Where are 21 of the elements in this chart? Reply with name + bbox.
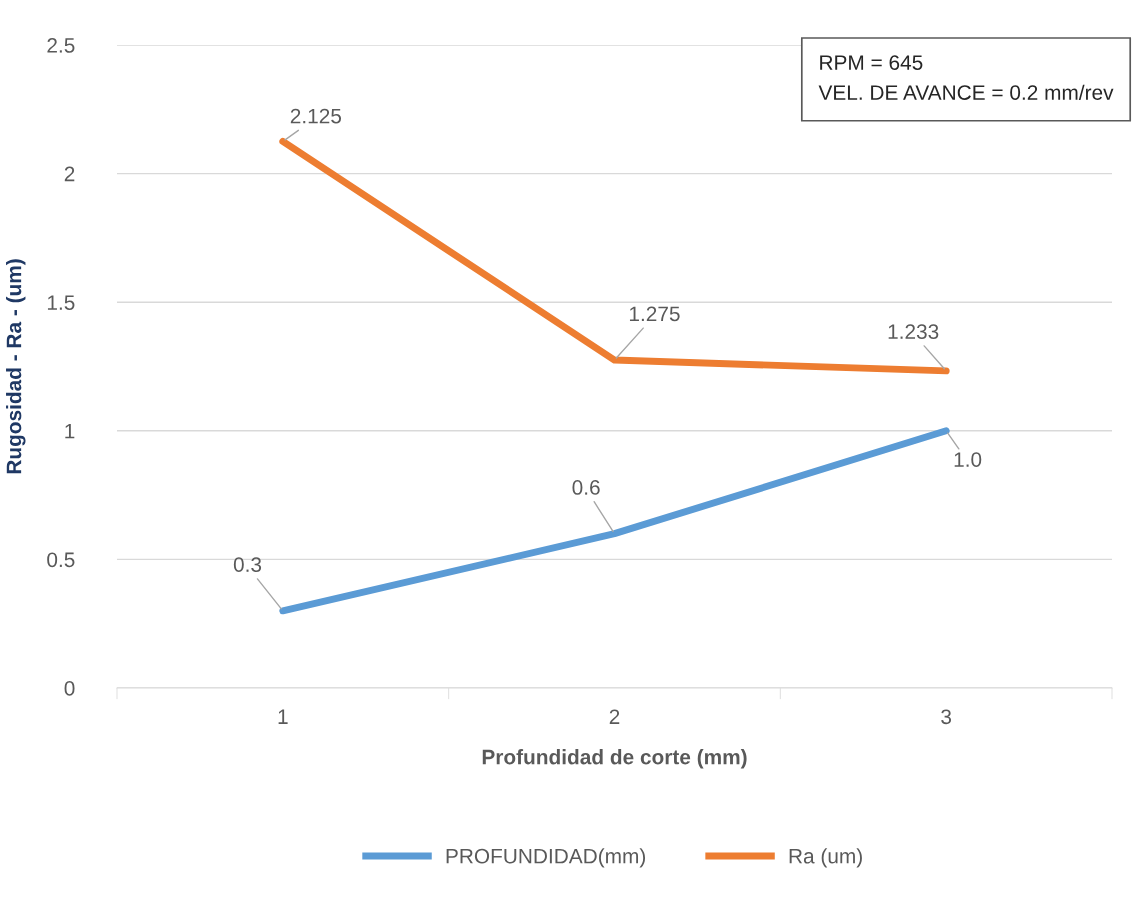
x-axis-title: Profundidad de corte (mm) bbox=[482, 749, 747, 769]
y-tick-label: 0.5 bbox=[47, 552, 75, 568]
y-tick-label: 0 bbox=[64, 681, 75, 696]
legend-label: Ra (um) bbox=[789, 848, 862, 868]
y-tick-label: 1 bbox=[65, 424, 75, 439]
data-label: 1.0 bbox=[954, 452, 982, 467]
x-tick-label: 3 bbox=[941, 709, 952, 725]
y-tick-label: 2 bbox=[64, 166, 75, 182]
data-label: 0.6 bbox=[572, 480, 600, 495]
legend-label: PROFUNDIDAD(mm) bbox=[446, 848, 646, 868]
data-label: 2.125 bbox=[290, 108, 342, 124]
data-label: 1.233 bbox=[888, 324, 939, 339]
annotation: VEL. DE AVANCE = 0.2 mm/rev bbox=[818, 84, 1114, 100]
data-label: 0.3 bbox=[233, 557, 262, 572]
y-axis-title: Rugosidad - Ra - (um) bbox=[6, 259, 26, 474]
annotation: RPM = 645 bbox=[820, 55, 923, 70]
x-tick-label: 1 bbox=[278, 709, 288, 724]
y-tick-label: 2.5 bbox=[47, 38, 75, 53]
y-tick-label: 1.5 bbox=[47, 295, 75, 310]
data-label: 1.275 bbox=[629, 306, 680, 322]
x-tick-label: 2 bbox=[609, 709, 620, 724]
